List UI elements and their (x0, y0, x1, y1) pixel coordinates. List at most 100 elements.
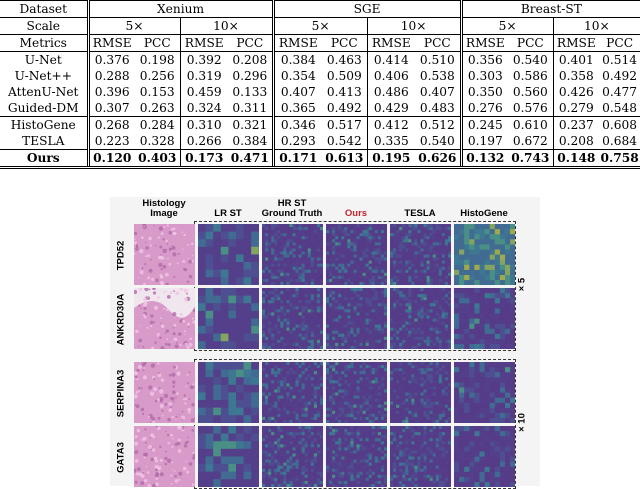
table-cell: 0.198 (135, 52, 180, 69)
table-cell: 0.414 (367, 52, 415, 69)
table-cell: 0.510 (415, 52, 461, 69)
gene-label: ANKRD30A (116, 290, 127, 350)
metric-header: RMSE (367, 35, 415, 52)
method-name: U-Net++ (0, 68, 88, 84)
table-cell: 0.335 (367, 133, 415, 150)
table-cell: 0.354 (273, 68, 322, 84)
expression-heatmap (326, 224, 387, 285)
metric-header: RMSE (180, 35, 228, 52)
table-cell: 0.384 (273, 52, 322, 69)
st-map-tile (262, 224, 323, 285)
metric-header: PCC (599, 35, 640, 52)
histology-tile (134, 362, 195, 423)
table-cell: 0.148 (553, 150, 599, 168)
table-cell: 0.133 (228, 84, 273, 100)
table-cell: 0.311 (228, 100, 273, 117)
metric-header: RMSE (88, 35, 135, 52)
expression-heatmap (326, 362, 387, 423)
histology-tile (134, 426, 195, 487)
metric-header: RMSE (273, 35, 322, 52)
expression-heatmap (262, 362, 323, 423)
table-cell: 0.245 (461, 117, 508, 134)
metric-header: RMSE (553, 35, 599, 52)
table-cell: 0.426 (553, 84, 599, 100)
st-map-tile (262, 288, 323, 349)
table-cell: 0.171 (273, 150, 322, 168)
st-map-tile (262, 362, 323, 423)
st-map-tile (262, 426, 323, 487)
dataset-label: Dataset (0, 1, 88, 18)
metrics-label: Metrics (0, 35, 88, 52)
expression-heatmap (198, 224, 259, 285)
column-header: HistoGene (452, 209, 516, 219)
scale-header: 5× (88, 18, 180, 35)
histology-image (134, 426, 195, 487)
table-cell: 0.153 (135, 84, 180, 100)
table-cell: 0.307 (88, 100, 135, 117)
table-cell: 0.266 (180, 133, 228, 150)
table-cell: 0.540 (508, 52, 553, 69)
table-cell: 0.407 (415, 84, 461, 100)
st-map-tile (326, 224, 387, 285)
st-map-tile (198, 426, 259, 487)
column-header-line2: TESLA (388, 209, 452, 219)
st-map-tile (390, 362, 451, 423)
expression-heatmap (390, 362, 451, 423)
table-cell: 0.560 (508, 84, 553, 100)
metric-header: PCC (415, 35, 461, 52)
table-cell: 0.492 (599, 68, 640, 84)
scale-label: × 10 (517, 408, 528, 438)
table-cell: 0.412 (367, 117, 415, 134)
table-cell: 0.208 (228, 52, 273, 69)
table-cell: 0.358 (553, 68, 599, 84)
metric-header: PCC (135, 35, 180, 52)
table-cell: 0.471 (228, 150, 273, 168)
table-cell: 0.279 (553, 100, 599, 117)
table-cell: 0.396 (88, 84, 135, 100)
table-cell: 0.542 (322, 133, 367, 150)
dataset-header: Xenium (88, 1, 273, 18)
table-cell: 0.328 (135, 133, 180, 150)
table-cell: 0.548 (599, 100, 640, 117)
expression-heatmap (262, 288, 323, 349)
dataset-header: SGE (273, 1, 461, 18)
table-cell: 0.586 (508, 68, 553, 84)
gene-label: GATA3 (116, 428, 127, 488)
table-cell: 0.268 (88, 117, 135, 134)
table-cell: 0.288 (88, 68, 135, 84)
metric-header: RMSE (461, 35, 508, 52)
table-cell: 0.626 (415, 150, 461, 168)
st-map-tile (454, 224, 515, 285)
table-cell: 0.173 (180, 150, 228, 168)
table-cell: 0.346 (273, 117, 322, 134)
table-cell: 0.576 (508, 100, 553, 117)
table-cell: 0.223 (88, 133, 135, 150)
expression-heatmap (390, 288, 451, 349)
expression-heatmap (198, 288, 259, 349)
st-map-tile (390, 224, 451, 285)
metric-header: PCC (322, 35, 367, 52)
column-header: LR ST (196, 209, 260, 219)
table-cell: 0.514 (599, 52, 640, 69)
scale-header: 10× (553, 18, 640, 35)
expression-heatmap (262, 224, 323, 285)
table-cell: 0.120 (88, 150, 135, 168)
expression-heatmap (262, 426, 323, 487)
table-cell: 0.509 (322, 68, 367, 84)
method-name: Ours (0, 150, 88, 168)
st-map-tile (198, 288, 259, 349)
table-cell: 0.540 (415, 133, 461, 150)
histology-image (134, 224, 195, 285)
table-cell: 0.413 (322, 84, 367, 100)
gene-label: TPD52 (116, 226, 127, 286)
table-cell: 0.486 (367, 84, 415, 100)
table-cell: 0.672 (508, 133, 553, 150)
table-cell: 0.512 (415, 117, 461, 134)
